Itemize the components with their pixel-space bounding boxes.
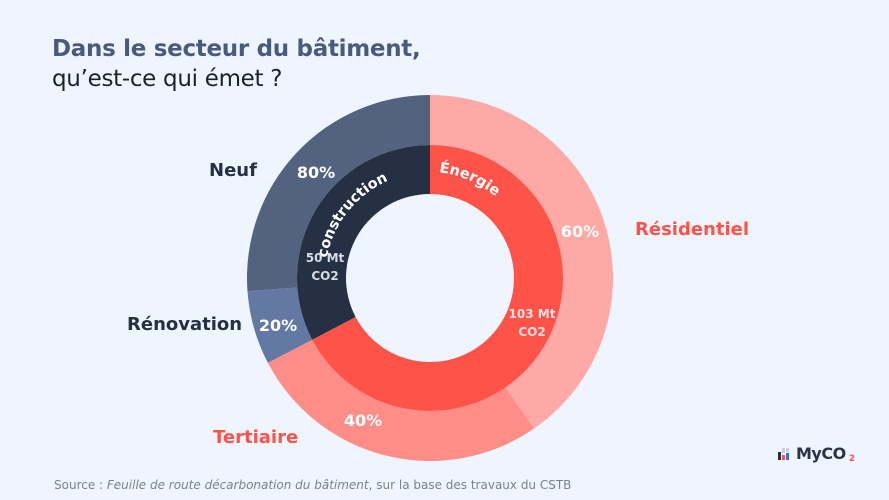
slice-neuf [247,95,430,292]
slice-energie [312,145,564,412]
source-title: Feuille de route décarbonation du bâtime… [106,478,369,492]
legend-label-renovation: Rénovation [127,314,243,335]
logo-subscript: 2 [848,453,855,464]
tertiaire-percent: 40% [344,411,382,430]
inner-ring [297,145,564,412]
construction-unit: CO2 [311,269,338,283]
source-prefix: Source : [54,478,107,492]
outer-ring [247,95,613,461]
chart-title-line1: Dans le secteur du bâtiment, [52,36,421,62]
logo-icon [778,447,789,460]
slice-residentiel [430,95,613,429]
construction-value: 50 Mt [306,251,345,265]
slice-construction [297,145,430,340]
energie-value: 103 Mt [509,307,556,321]
source-note: Source : Feuille de route décarbonation … [54,478,571,492]
myco2-logo: MyCO 2 [778,444,855,464]
slice-tertiaire [267,339,534,461]
chart-title-line2: qu’est-ce qui émet ? [52,66,283,92]
legend-label-residentiel: Résidentiel [635,219,750,240]
source-suffix: , sur la base des travaux du CSTB [368,478,572,492]
renovation-percent: 20% [259,316,297,335]
slice-renovation [247,287,313,363]
residentiel-percent: 60% [561,222,599,241]
legend-label-tertiaire: Tertiaire [213,427,299,448]
neuf-percent: 80% [297,163,335,182]
energie-unit: CO2 [518,325,545,339]
legend-label-neuf: Neuf [209,160,257,181]
logo-text: MyCO [796,444,846,463]
